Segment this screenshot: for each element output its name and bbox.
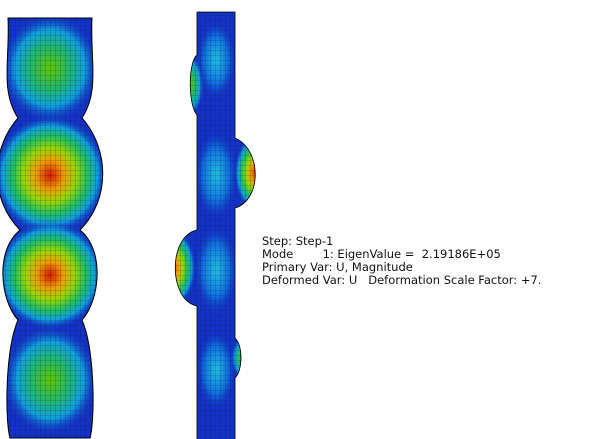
info-line: Deformed Var: U Deformation Scale Factor… — [262, 273, 541, 287]
viewport: Step: Step-1 Mode 1: EigenValue = 2.1918… — [0, 0, 604, 439]
right-column — [148, 10, 278, 439]
info-line: Mode 1: EigenValue = 2.19186E+05 — [262, 247, 501, 261]
info-line: Primary Var: U, Magnitude — [262, 260, 413, 274]
left-column — [0, 10, 120, 439]
page: Step: Step-1 Mode 1: EigenValue = 2.1918… — [0, 0, 604, 439]
info-line: Step: Step-1 — [262, 234, 333, 248]
info-block: Step: Step-1 Mode 1: EigenValue = 2.1918… — [262, 234, 541, 287]
